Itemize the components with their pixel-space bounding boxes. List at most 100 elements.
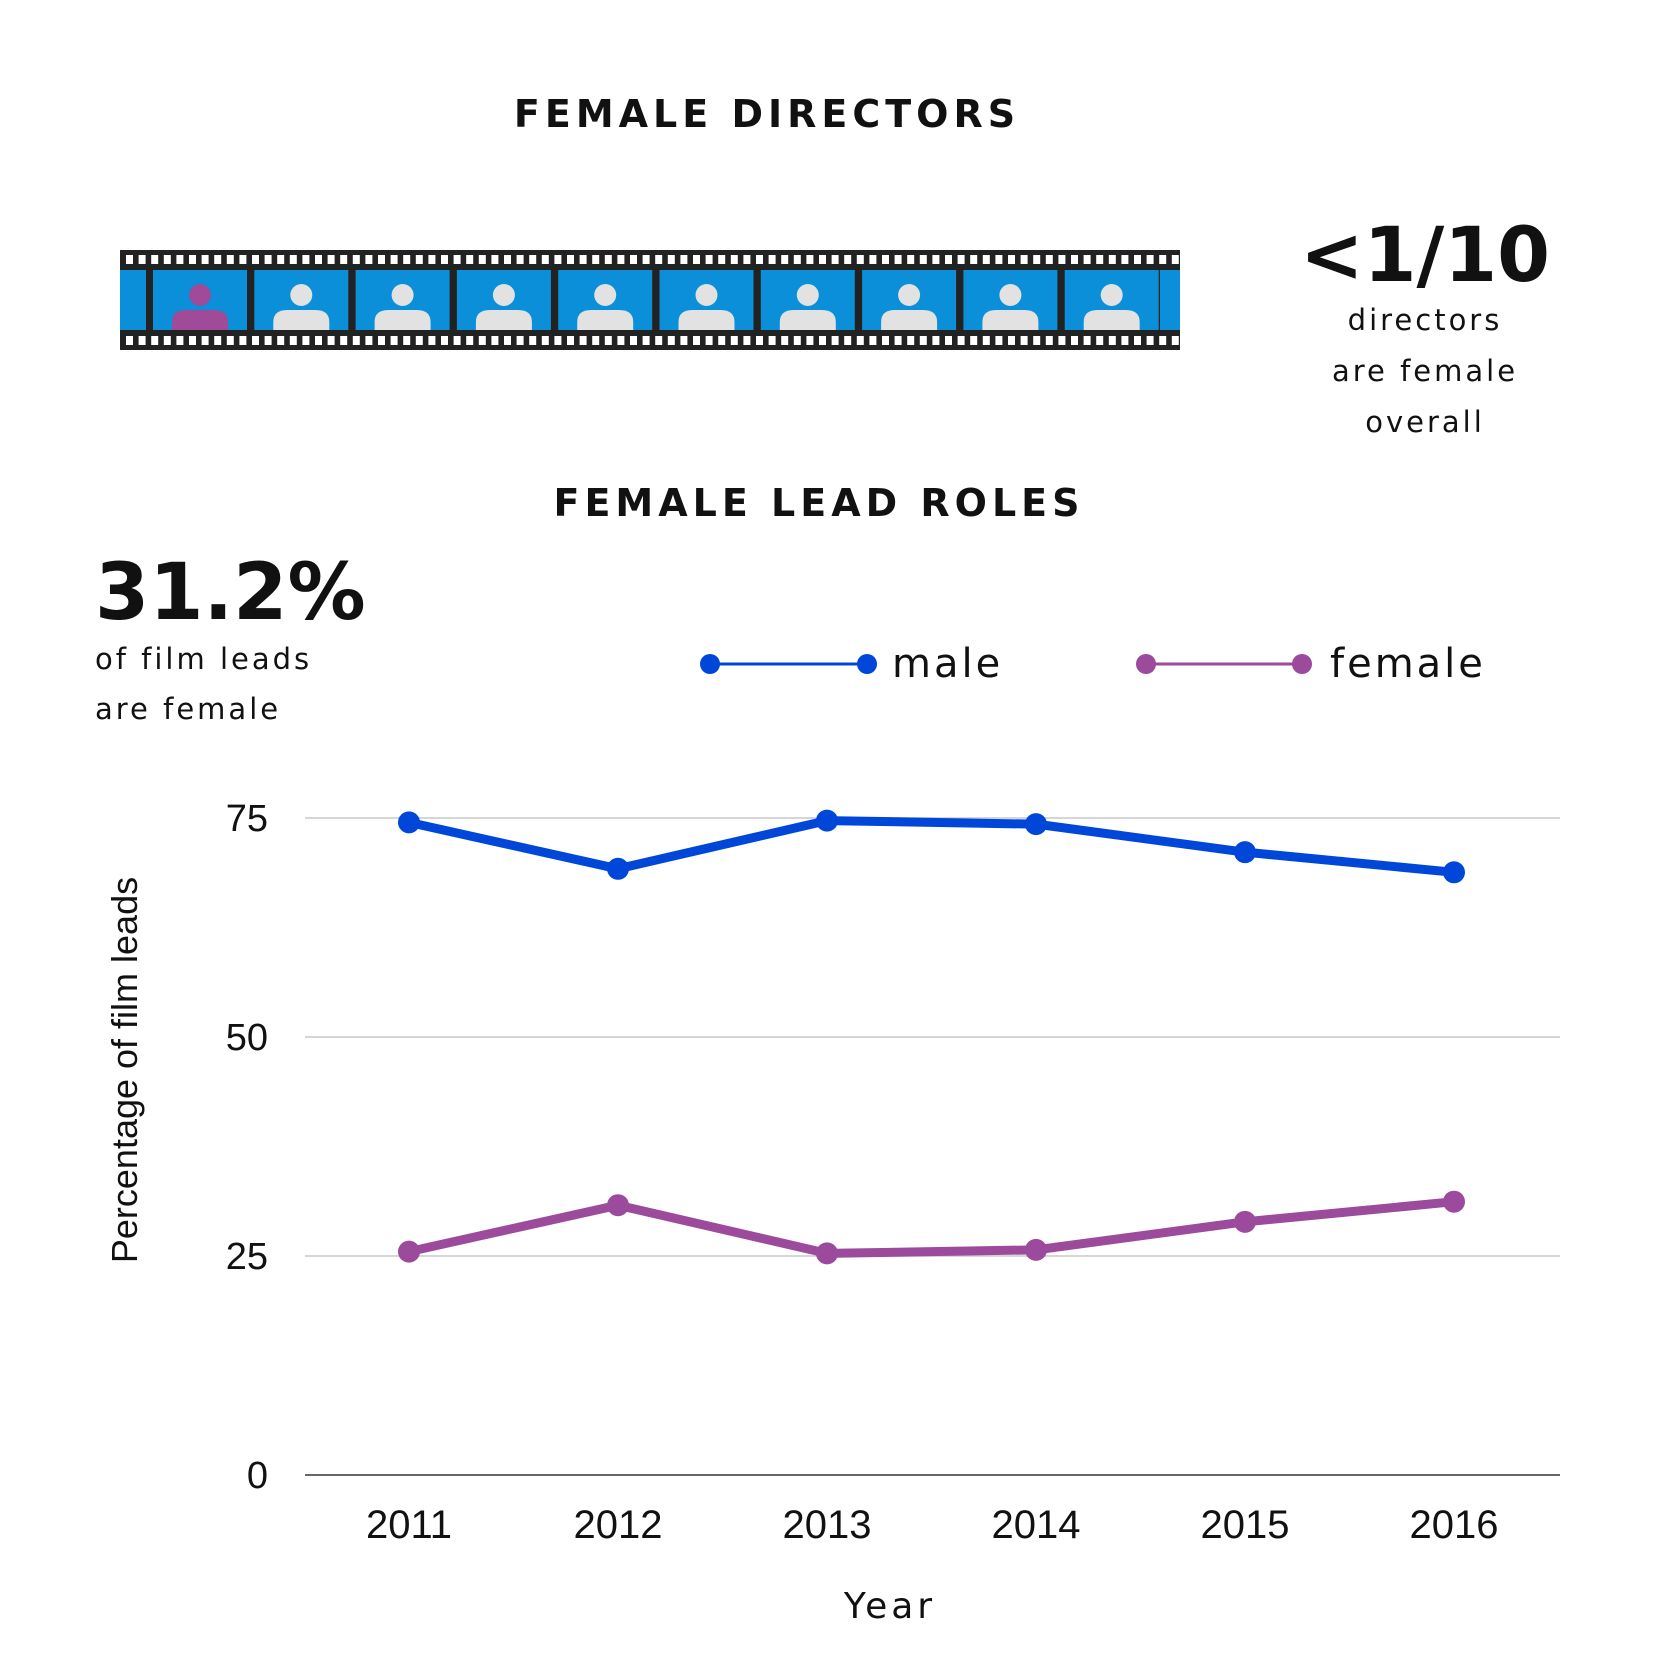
film-frame xyxy=(862,270,957,330)
sprocket-hole xyxy=(793,255,801,264)
sprocket-hole xyxy=(239,255,247,264)
sprocket-hole xyxy=(252,255,259,264)
sprocket-hole xyxy=(1033,255,1041,264)
sprocket-hole xyxy=(1045,255,1053,264)
director-icon xyxy=(779,284,836,330)
filmstrip xyxy=(120,250,1180,350)
sprocket-hole xyxy=(705,336,713,345)
sprocket-hole xyxy=(592,336,600,345)
sprocket-hole xyxy=(340,255,348,264)
chart-grid xyxy=(305,817,1560,1476)
sprocket-hole xyxy=(1058,255,1066,264)
director-icon xyxy=(881,284,938,330)
sprocket-hole xyxy=(667,255,675,264)
sprocket-hole xyxy=(302,336,310,345)
x-tick-label: 2014 xyxy=(992,1503,1081,1547)
legend-marker xyxy=(1292,654,1312,674)
film-frame xyxy=(963,270,1058,330)
sprocket-hole xyxy=(529,255,537,264)
sprocket-hole xyxy=(970,336,978,345)
film-frame xyxy=(254,270,349,330)
sprocket-hole xyxy=(869,336,877,345)
director-icon xyxy=(577,284,634,330)
sprocket-hole xyxy=(617,336,625,345)
data-point xyxy=(816,1242,838,1265)
sprocket-hole xyxy=(718,336,726,345)
sprocket-hole xyxy=(264,255,272,264)
sprocket-hole xyxy=(491,336,499,345)
sprocket-hole xyxy=(869,255,877,264)
sprocket-hole xyxy=(907,336,915,345)
y-axis-label: Percentage of film leads xyxy=(104,877,145,1263)
sprocket-hole xyxy=(630,255,637,264)
sprocket-hole xyxy=(352,336,360,345)
legend-label: male xyxy=(892,641,1003,687)
sprocket-hole xyxy=(667,336,675,345)
data-point xyxy=(1443,1190,1465,1213)
sprocket-hole xyxy=(617,255,625,264)
sprocket-hole xyxy=(856,336,864,345)
sprocket-hole xyxy=(945,336,952,345)
legend-marker xyxy=(857,654,877,674)
sprocket-hole xyxy=(327,255,335,264)
sprocket-hole xyxy=(806,336,814,345)
sprocket-hole xyxy=(151,336,159,345)
sprocket-hole xyxy=(365,336,373,345)
sprocket-hole xyxy=(239,336,247,345)
x-tick-label: 2012 xyxy=(574,1503,663,1547)
sprocket-hole xyxy=(1058,336,1066,345)
x-tick-label: 2013 xyxy=(783,1503,872,1547)
sprocket-hole xyxy=(138,255,146,264)
sprocket-hole xyxy=(151,255,159,264)
directors-stat-line-2: are female xyxy=(1331,354,1519,388)
leads-stat-value: 31.2% xyxy=(95,548,366,638)
director-icon xyxy=(475,284,532,330)
sprocket-hole xyxy=(630,336,637,345)
sprocket-hole xyxy=(919,255,927,264)
sprocket-hole xyxy=(957,255,965,264)
director-icon xyxy=(273,284,330,330)
sprocket-hole xyxy=(516,255,524,264)
sprocket-hole xyxy=(894,255,902,264)
sprocket-hole xyxy=(1033,336,1041,345)
sprocket-hole xyxy=(730,255,738,264)
sprocket-hole xyxy=(504,255,511,264)
sprocket-hole xyxy=(327,336,335,345)
sprocket-hole xyxy=(1096,336,1104,345)
sprocket-hole xyxy=(352,255,360,264)
sprocket-hole xyxy=(819,336,826,345)
film-frame-partial xyxy=(1160,270,1180,330)
data-point xyxy=(1234,1210,1256,1233)
series-line xyxy=(404,1197,1459,1258)
sprocket-hole xyxy=(768,255,776,264)
sprocket-hole xyxy=(844,255,852,264)
sprocket-hole xyxy=(365,255,373,264)
sprocket-hole xyxy=(289,255,297,264)
sprocket-hole xyxy=(592,255,600,264)
sprocket-hole xyxy=(1020,255,1028,264)
data-point xyxy=(1025,1238,1047,1261)
sprocket-hole xyxy=(856,255,864,264)
x-tick-label: 2016 xyxy=(1410,1503,1499,1547)
leads-stat-line-1: of film leads xyxy=(95,642,313,676)
sprocket-hole xyxy=(1020,336,1028,345)
sprocket-hole xyxy=(516,336,524,345)
sprocket-hole xyxy=(428,336,436,345)
series-line xyxy=(404,816,1459,877)
sprocket-hole xyxy=(705,255,713,264)
sprocket-hole xyxy=(378,255,385,264)
data-point xyxy=(398,1240,420,1263)
sprocket-hole xyxy=(126,336,133,345)
sprocket-hole xyxy=(541,255,549,264)
x-tick-labels: 2011 2012 2013 2014 2015 2016 xyxy=(366,1503,1499,1547)
y-tick-label: 50 xyxy=(226,1017,268,1059)
leads-title: FEMALE LEAD ROLES xyxy=(553,481,1085,525)
sprocket-hole xyxy=(390,255,398,264)
director-icon xyxy=(374,284,431,330)
sprocket-hole xyxy=(932,255,940,264)
sprocket-hole xyxy=(403,255,411,264)
sprocket-hole xyxy=(1159,336,1167,345)
sprocket-hole xyxy=(302,255,310,264)
data-point xyxy=(1443,861,1465,884)
